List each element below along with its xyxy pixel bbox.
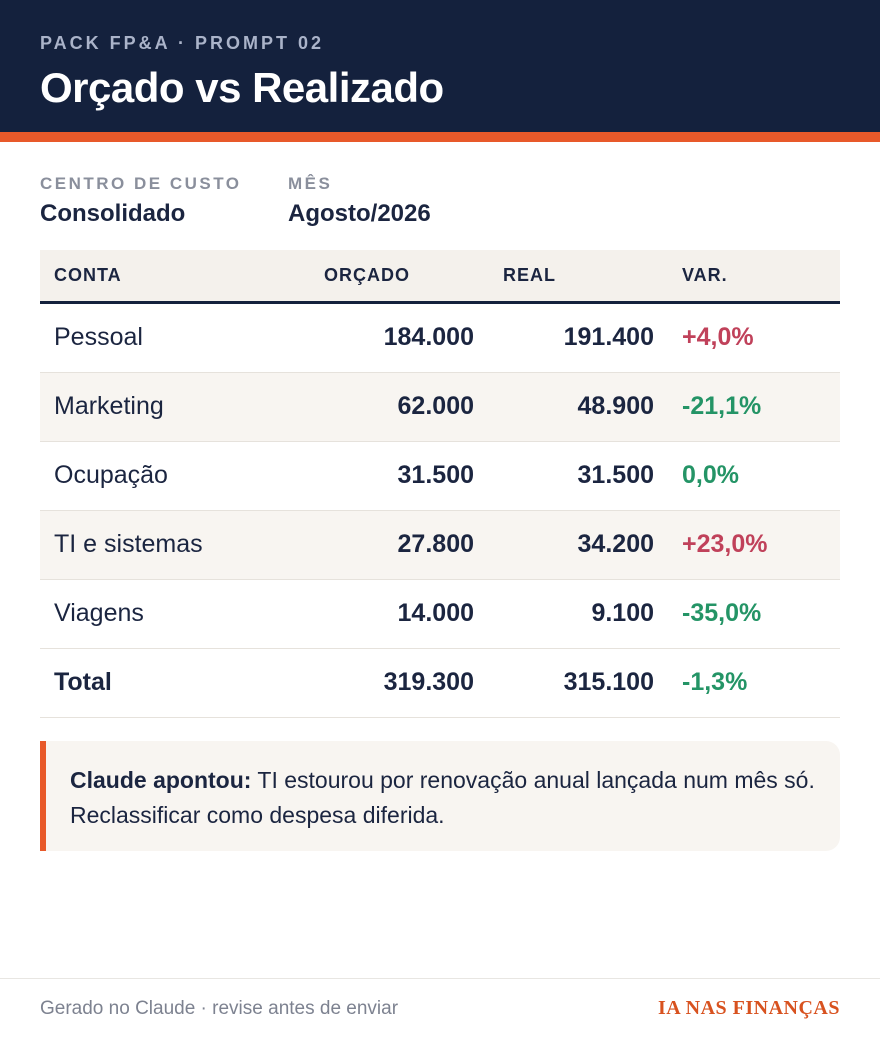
- budget-value: 14.000: [397, 599, 474, 627]
- variance-value: -21,1%: [682, 392, 762, 420]
- actual-value: 31.500: [577, 461, 654, 489]
- table-row: Ocupação 31.500 31.500 0,0%: [40, 442, 840, 511]
- column-header-conta: CONTA: [54, 265, 122, 285]
- month-block: MÊS Agosto/2026: [288, 174, 431, 228]
- account-name: Ocupação: [54, 461, 168, 489]
- column-header-real: REAL: [503, 265, 556, 285]
- month-label: MÊS: [288, 174, 333, 193]
- page-title: Orçado vs Realizado: [40, 64, 444, 111]
- budget-value: 27.800: [397, 530, 474, 558]
- account-name: Pessoal: [54, 323, 143, 351]
- account-name: Marketing: [54, 392, 164, 420]
- variance-value: 0,0%: [682, 461, 739, 489]
- footer-disclaimer: Gerado no Claude · revise antes de envia…: [40, 998, 399, 1019]
- actual-value: 34.200: [577, 530, 654, 558]
- total-actual-value: 315.100: [563, 668, 654, 696]
- account-name: TI e sistemas: [54, 530, 203, 558]
- column-header-orcado: ORÇADO: [324, 265, 410, 285]
- column-header-var: VAR.: [682, 265, 728, 285]
- variance-value: +4,0%: [682, 323, 754, 351]
- budget-value: 184.000: [383, 323, 474, 351]
- variance-value: +23,0%: [682, 530, 768, 558]
- month-value: Agosto/2026: [288, 200, 431, 227]
- note-label: Claude apontou:: [70, 767, 252, 793]
- budget-value: 62.000: [397, 392, 474, 420]
- brand-logo: IA NAS FINANÇAS: [658, 997, 840, 1019]
- actual-value: 191.400: [563, 323, 654, 351]
- actual-value: 9.100: [591, 599, 654, 627]
- pack-eyebrow: PACK FP&A · PROMPT 02: [40, 33, 325, 53]
- total-budget-value: 319.300: [383, 668, 474, 696]
- cost-center-label: CENTRO DE CUSTO: [40, 174, 242, 193]
- variance-value: -35,0%: [682, 599, 762, 627]
- note-text: TI estourou por renovação anual lançada …: [70, 767, 815, 828]
- table-row: TI e sistemas 27.800 34.200 +23,0%: [40, 511, 840, 580]
- budget-table: CONTA ORÇADO REAL VAR. Pessoal 184.000 1…: [40, 250, 840, 718]
- table-row: Viagens 14.000 9.100 -35,0%: [40, 580, 840, 649]
- total-label: Total: [54, 668, 112, 696]
- account-name: Viagens: [54, 599, 144, 627]
- header-accent-bar: [0, 132, 880, 142]
- claude-note: Claude apontou: TI estourou por renovaçã…: [40, 741, 840, 851]
- total-variance-value: -1,3%: [682, 668, 748, 696]
- footer-divider: [0, 978, 880, 979]
- table-header: CONTA ORÇADO REAL VAR.: [40, 250, 840, 304]
- actual-value: 48.900: [577, 392, 654, 420]
- total-row: Total 319.300 315.100 -1,3%: [40, 649, 840, 718]
- budget-value: 31.500: [397, 461, 474, 489]
- cost-center-value: Consolidado: [40, 200, 186, 227]
- cost-center-block: CENTRO DE CUSTO Consolidado: [40, 174, 242, 228]
- header: PACK FP&A · PROMPT 02 Orçado vs Realizad…: [0, 0, 880, 132]
- table-row: Pessoal 184.000 191.400 +4,0%: [40, 304, 840, 373]
- table-row: Marketing 62.000 48.900 -21,1%: [40, 373, 840, 442]
